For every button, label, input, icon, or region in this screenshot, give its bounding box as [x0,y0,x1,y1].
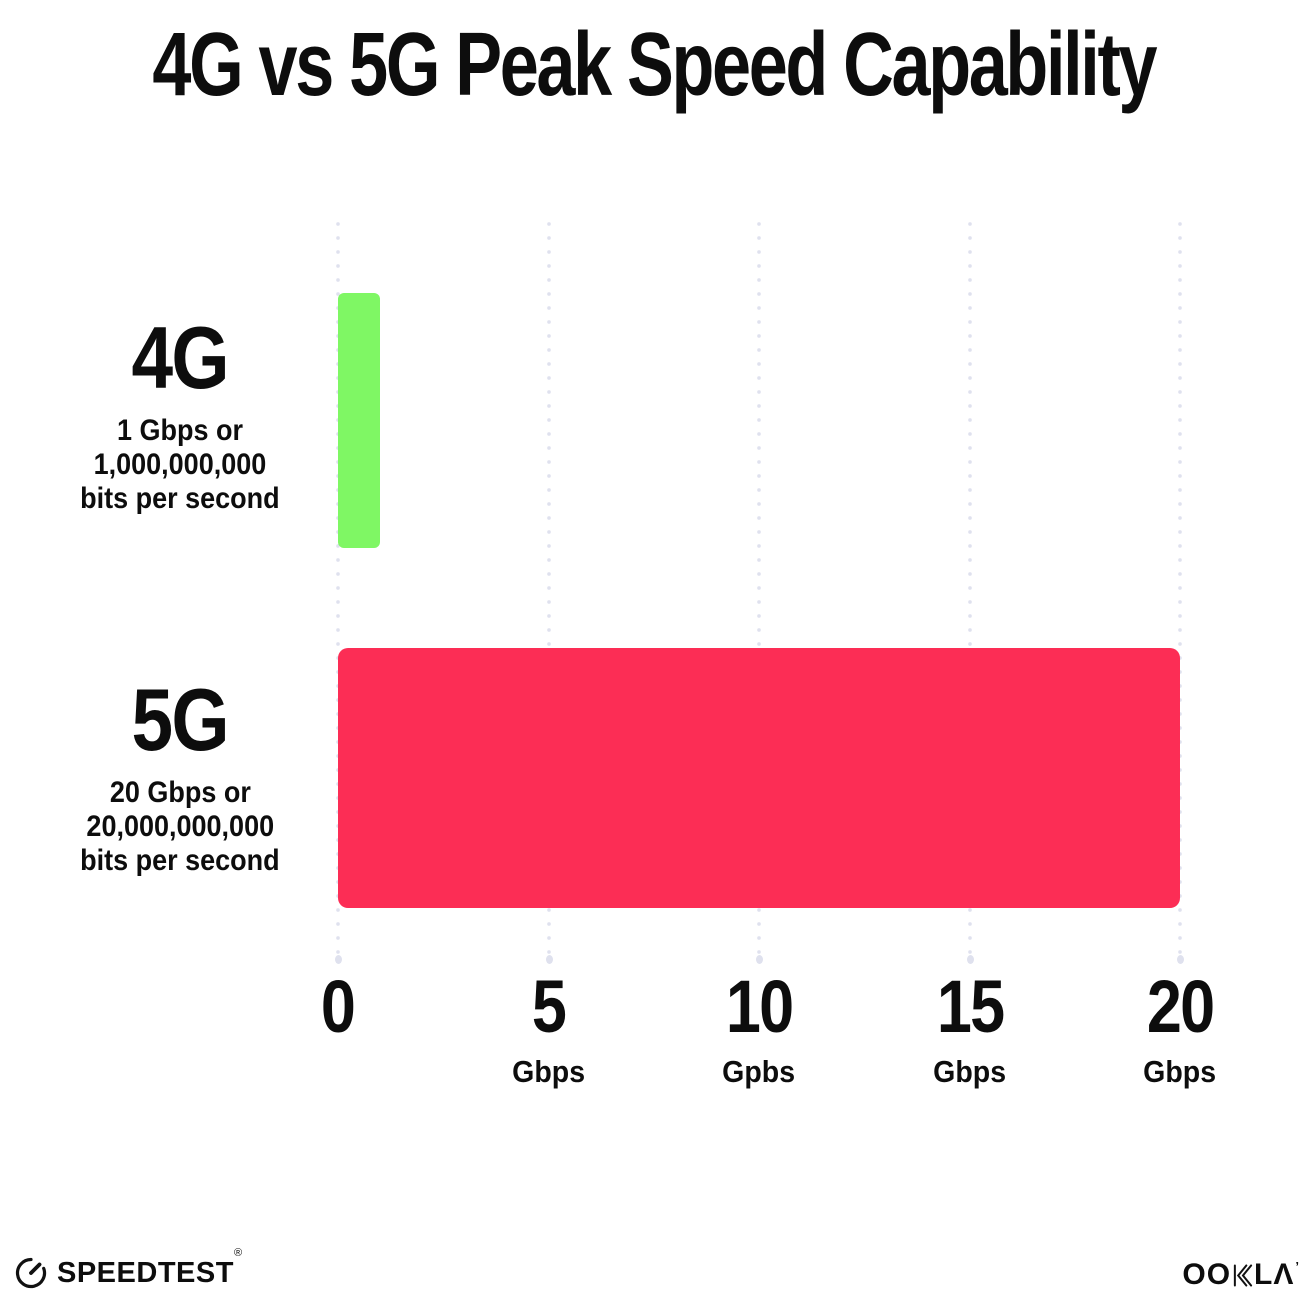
gridline-10 [755,222,763,964]
xtick-0: 0 [208,970,468,1090]
xtick-10: 10 Gpbs [629,970,889,1090]
xtick-unit: Gbps [933,1054,1007,1089]
bar-4g [338,293,380,548]
ookla-logo: OO LΛ ’ [1182,1258,1299,1292]
ookla-k-glyph-icon [1232,1263,1253,1288]
gridline-0 [334,222,342,964]
category-sublabel-5g: 20 Gbps or 20,000,000,000 bits per secon… [40,776,320,878]
sublabel-line: bits per second [80,482,280,515]
category-name-4g: 4G [131,308,230,407]
speedtest-gauge-icon [14,1256,48,1290]
category-name-5g: 5G [131,670,230,769]
category-label-4g: 4G 1 Gbps or 1,000,000,000 bits per seco… [40,314,320,516]
chart-title-text: 4G vs 5G Peak Speed Capability [152,15,1158,115]
bar-5g [338,648,1180,908]
sublabel-line: 1,000,000,000 [93,448,267,481]
xtick-unit: Gbps [1143,1054,1217,1089]
category-label-5g: 5G 20 Gbps or 20,000,000,000 bits per se… [40,676,320,878]
sublabel-line: bits per second [80,844,280,877]
speedtest-wordmark: SPEEDTEST® [57,1246,243,1289]
category-sublabel-4g: 1 Gbps or 1,000,000,000 bits per second [40,414,320,516]
xtick-20: 20 Gbps [1050,970,1308,1090]
xtick-value: 15 [936,965,1005,1048]
xtick-value: 10 [725,965,794,1048]
xtick-5: 5 Gbps [419,970,679,1090]
gridline-15 [966,222,974,964]
sublabel-line: 1 Gbps or [116,414,244,447]
gridline-20 [1176,222,1184,964]
xtick-value: 20 [1146,965,1215,1048]
speedtest-logo: SPEEDTEST® [14,1246,243,1290]
xtick-unit: Gbps [512,1054,586,1089]
xtick-unit: Gpbs [722,1054,796,1089]
gridline-5 [545,222,553,964]
registered-mark: ® [233,1246,243,1259]
xtick-value: 0 [321,965,356,1048]
sublabel-line: 20,000,000,000 [86,810,274,843]
chart-title: 4G vs 5G Peak Speed Capability [0,14,1308,117]
ookla-wordmark-oo: OO [1182,1258,1232,1291]
sublabel-line: 20 Gbps or [109,776,251,809]
ookla-trademark-tick: ’ [1295,1258,1299,1274]
xtick-15: 15 Gbps [840,970,1100,1090]
xtick-value: 5 [532,965,567,1048]
ookla-wordmark-la: LΛ [1254,1258,1295,1291]
